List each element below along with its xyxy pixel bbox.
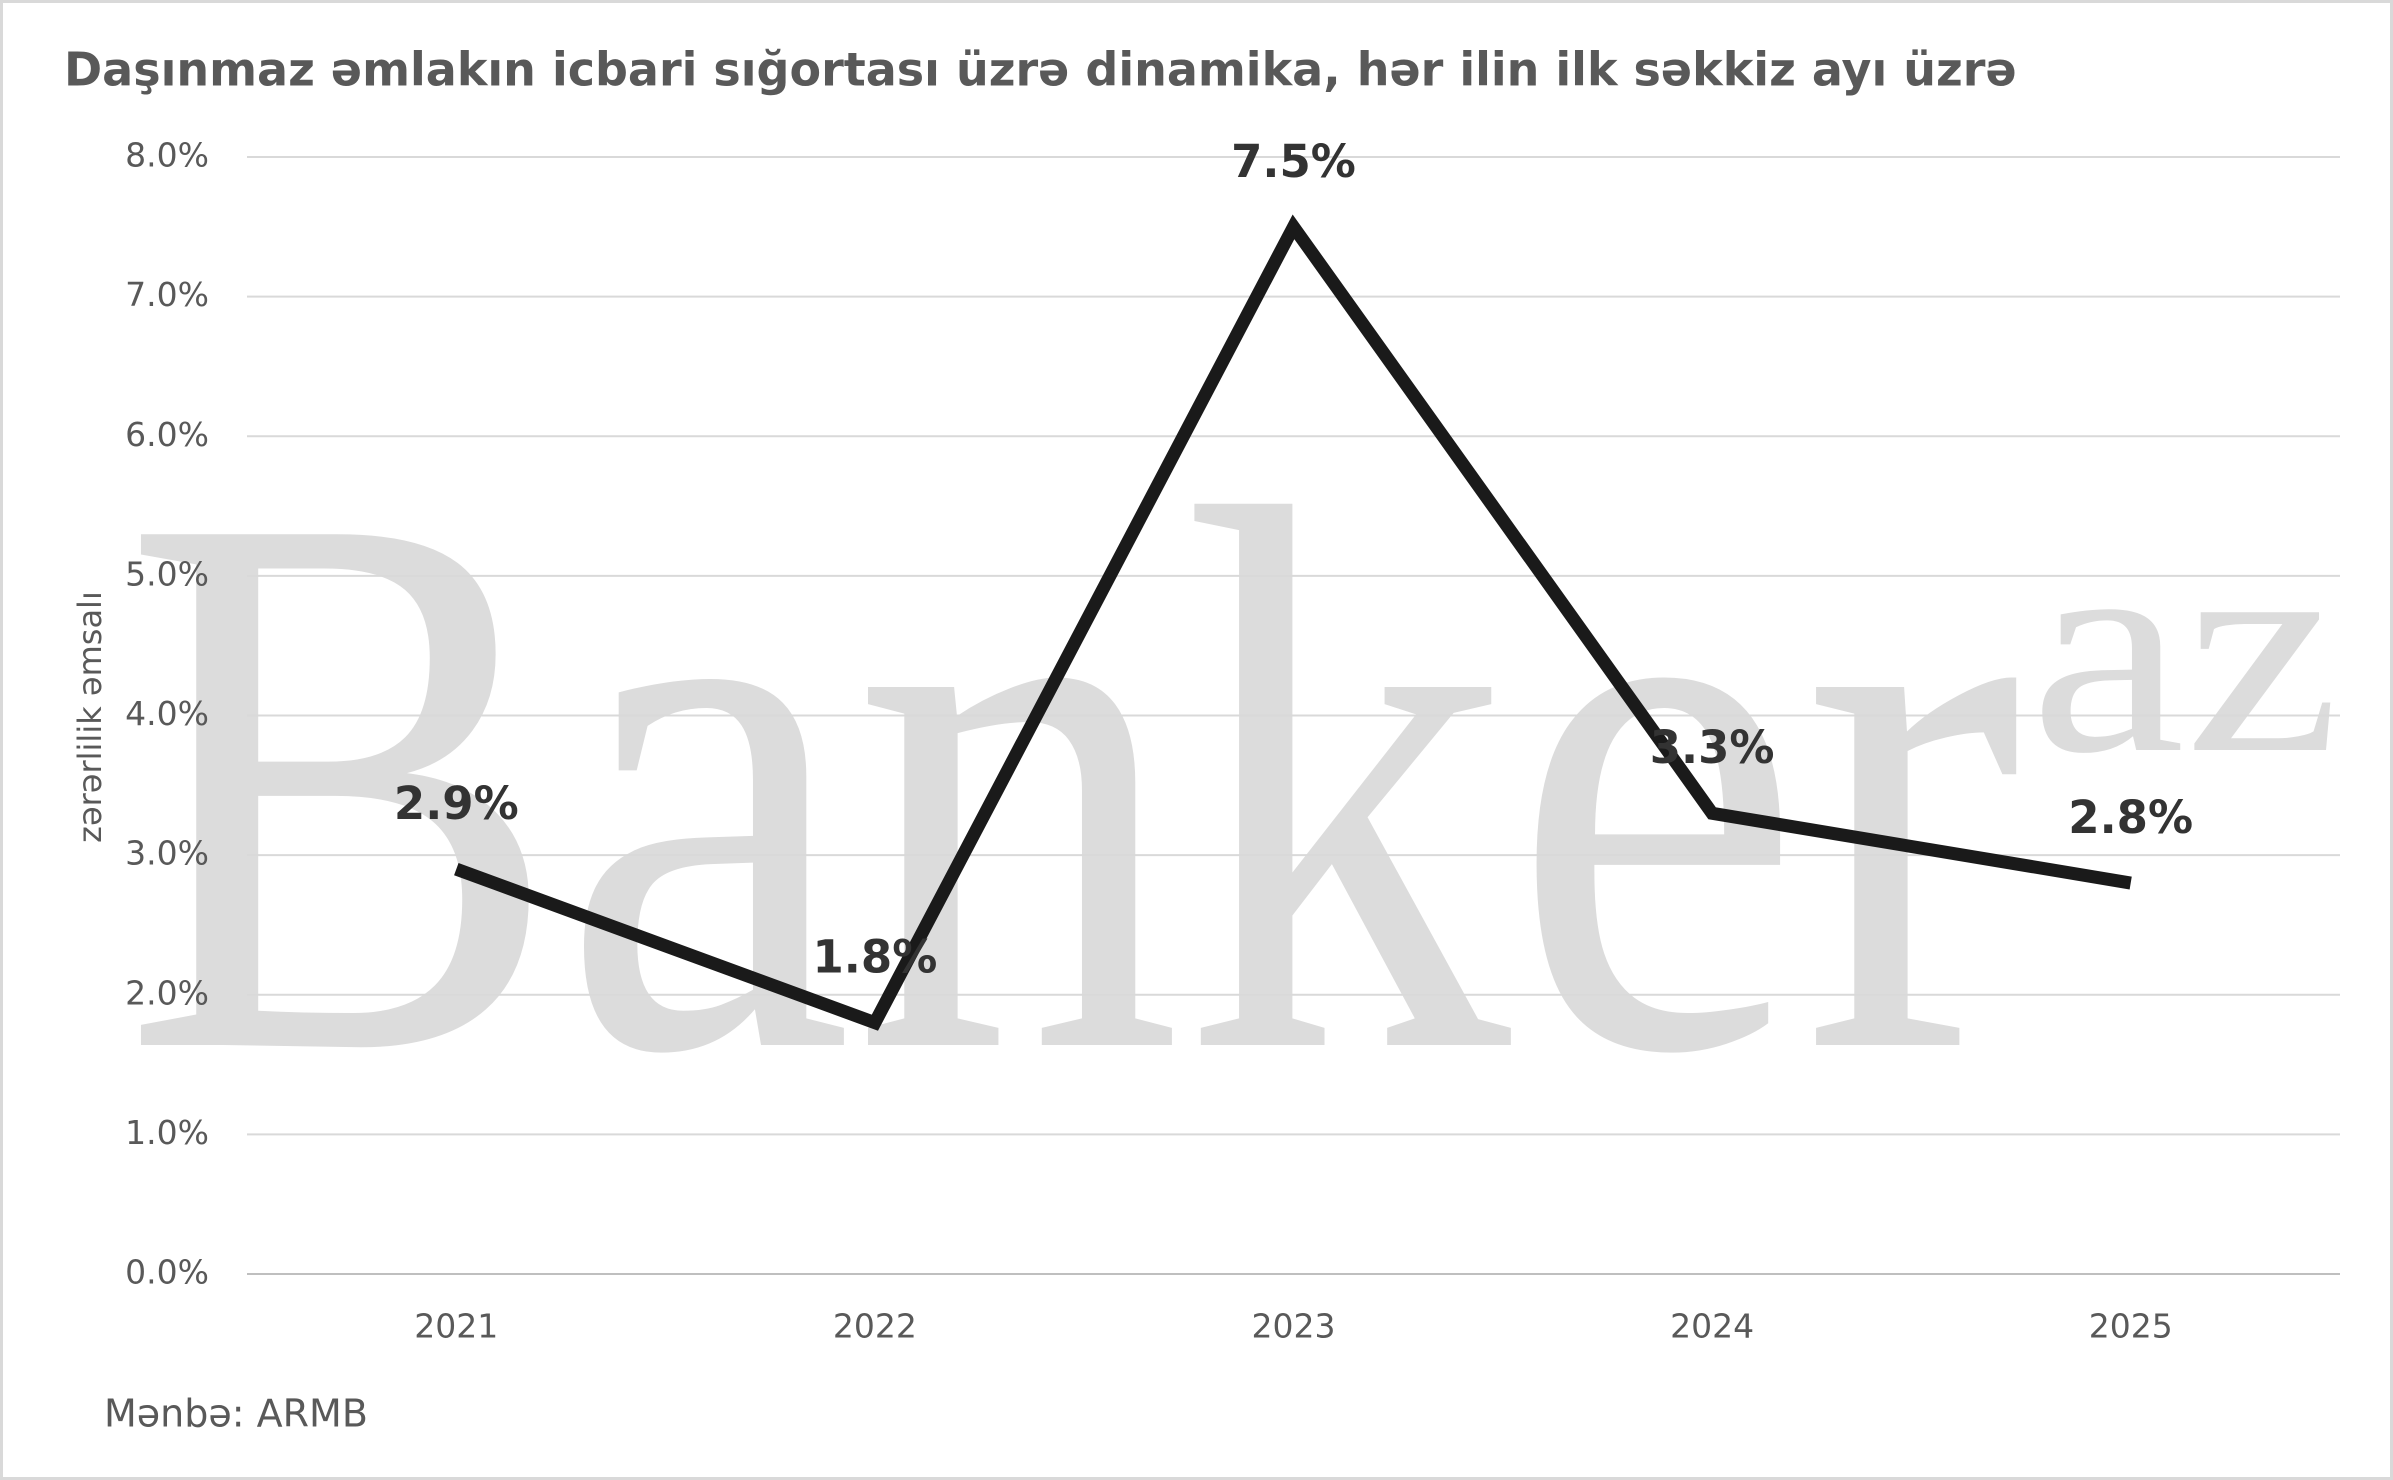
data-label: 3.3% — [1650, 721, 1775, 774]
data-label: 2.8% — [2068, 791, 2193, 844]
y-tick-label: 3.0% — [125, 834, 209, 873]
y-tick-label: 6.0% — [125, 415, 209, 454]
data-label: 1.8% — [812, 931, 937, 984]
source: Mənbə: ARMB — [104, 1392, 368, 1436]
x-tick-label: 2024 — [1670, 1307, 1754, 1346]
data-label: 7.5% — [1231, 135, 1356, 188]
line — [454, 214, 2132, 1031]
x-tick-label: 2023 — [1252, 1307, 1336, 1346]
y-axis-title: zərərlilik əmsalı — [71, 591, 109, 843]
x-tick-label: 2021 — [414, 1307, 498, 1346]
watermark: Banker — [122, 350, 2022, 1214]
x-tick-label: 2025 — [2089, 1307, 2173, 1346]
y-tick-label: 4.0% — [125, 694, 209, 733]
y-tick-label: 0.0% — [125, 1253, 209, 1292]
x-tick-label: 2022 — [833, 1307, 917, 1346]
data-label: 2.9% — [394, 777, 519, 830]
y-tick-label: 5.0% — [125, 554, 209, 593]
y-tick-label: 2.0% — [125, 973, 209, 1012]
y-tick-label: 1.0% — [125, 1113, 209, 1152]
watermark-superscript: az — [2030, 483, 2340, 815]
y-tick-label: 7.0% — [125, 275, 209, 314]
y-tick-label: 8.0% — [125, 136, 209, 175]
chart-title: Daşınmaz əmlakın icbari sığortası üzrə d… — [64, 43, 2017, 97]
